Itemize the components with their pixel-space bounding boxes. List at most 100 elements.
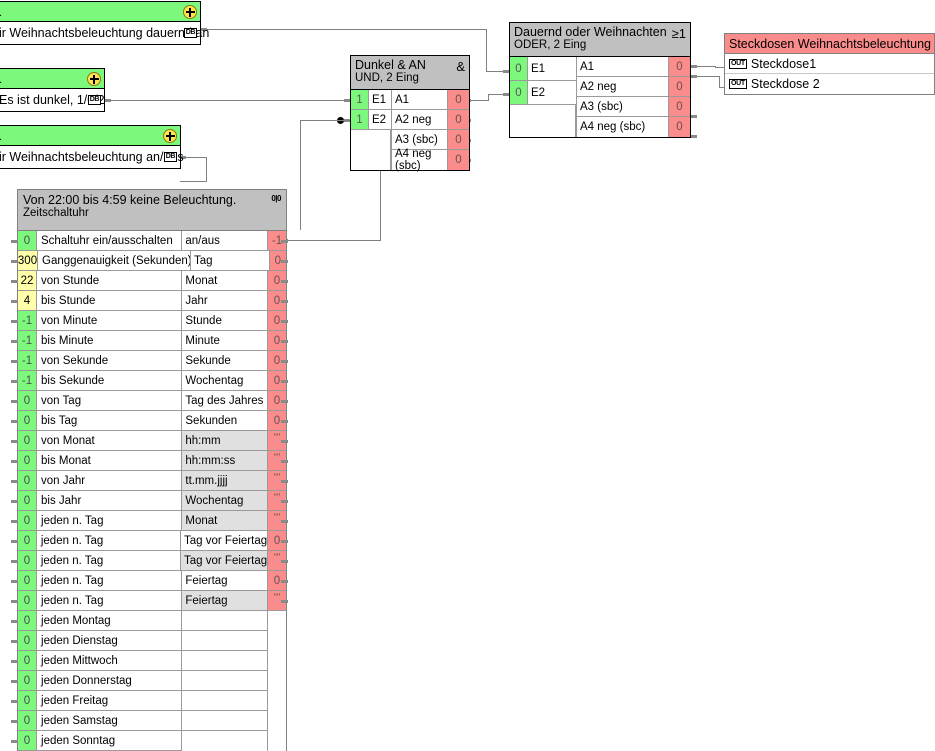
gate-input-row[interactable]: 1 E1 [351, 90, 391, 110]
timer-row[interactable]: -1 von Sekunde Sekunde 0 [18, 351, 286, 371]
timer-input-value[interactable]: 0 [18, 691, 38, 711]
timer-row[interactable]: -1 von Minute Stunde 0 [18, 311, 286, 331]
timer-input-value[interactable]: 0 [18, 451, 38, 471]
timer-input-value[interactable]: 300 [18, 251, 38, 271]
output-label: A4 neg (sbc) [576, 117, 668, 137]
db-badge: DB [163, 152, 177, 162]
timer-input-label: bis Tag [37, 411, 182, 431]
timer-row[interactable]: 300 Ganggenauigkeit (Sekunden) Tag 0 [18, 251, 286, 271]
timer-input-value[interactable]: 0 [18, 491, 38, 511]
timer-input-value[interactable]: 0 [18, 551, 37, 571]
timer-input-value[interactable]: 0 [18, 651, 38, 671]
timer-output-stub [281, 540, 288, 543]
timer-input-label: jeden Donnerstag [37, 671, 182, 691]
gate-input-row[interactable]: 0 E2 [510, 81, 576, 105]
io-body[interactable]: Es ist dunkel, 1/0/2 DB [0, 89, 105, 111]
timer-output-label: Tag vor Feiertag [180, 551, 268, 571]
timer-input-value[interactable]: 0 [18, 431, 38, 451]
timer-row[interactable]: 0 jeden n. Tag Feiertag 0 [18, 571, 286, 591]
timer-input-stub [11, 640, 18, 643]
timer-output-value: 0 [266, 311, 286, 331]
timer-input-value[interactable]: 4 [18, 291, 38, 311]
timer-input-value[interactable]: 0 [18, 531, 37, 551]
timer-output-stub [281, 280, 288, 283]
gate-input-row[interactable]: 0 E1 [510, 57, 576, 81]
timer-row[interactable]: 0 jeden n. Tag Tag vor Feiertag "" [18, 551, 286, 571]
and-gate-block[interactable]: Dunkel & AN UND, 2 Eing & 1 E1 1 E2 A1 [350, 55, 470, 172]
timer-output-value: "" [266, 451, 286, 471]
timer-input-value[interactable]: 0 [18, 611, 38, 631]
input-value: 1 [351, 90, 369, 110]
io-body[interactable]: ir Weihnachtsbeleuchtung dauernd an DB [0, 22, 209, 44]
wire-stub-or-a1 [690, 65, 697, 68]
timer-output-value: "" [267, 551, 286, 571]
timer-input-value[interactable]: 0 [18, 471, 38, 491]
timer-row[interactable]: 0 Schaltuhr ein/ausschalten an/aus -1 [18, 231, 286, 251]
timer-input-label: jeden Freitag [37, 691, 182, 711]
gate-input-row[interactable]: 1 E2 [351, 110, 391, 130]
timer-row[interactable]: 0 bis Tag Sekunden 0 [18, 411, 286, 431]
timer-input-value[interactable]: -1 [18, 331, 38, 351]
timer-input-value[interactable]: -1 [18, 371, 38, 391]
plus-circle-icon[interactable] [183, 5, 197, 19]
timer-input-value[interactable]: -1 [18, 351, 38, 371]
timer-row[interactable]: 0 jeden n. Tag Monat "" [18, 511, 286, 531]
io-dot-label: . [0, 132, 2, 143]
output-block-steckdosen[interactable]: Steckdosen Weihnachtsbeleuchtung OUT Ste… [724, 33, 935, 95]
timer-input-value[interactable]: 0 [18, 231, 38, 251]
plus-circle-icon[interactable] [163, 129, 177, 143]
timer-row[interactable]: 0 jeden Sonntag [18, 731, 286, 751]
input-label: E1 [369, 90, 391, 110]
io-block-dauernd-an[interactable]: . ir Weihnachtsbeleuchtung dauernd an DB [0, 1, 209, 45]
timer-output-value: "" [266, 431, 286, 451]
timer-row[interactable]: 0 jeden n. Tag Feiertag "" [18, 591, 286, 611]
io-block-an-aus[interactable]: . ir Weihnachtsbeleuchtung an/aus DB [0, 125, 184, 169]
timer-row[interactable]: 0 von Monat hh:mm "" [18, 431, 286, 451]
timer-row[interactable]: 4 bis Stunde Jahr 0 [18, 291, 286, 311]
timer-row[interactable]: -1 bis Minute Minute 0 [18, 331, 286, 351]
timer-row[interactable]: 0 bis Monat hh:mm:ss "" [18, 451, 286, 471]
timer-row[interactable]: -1 bis Sekunde Wochentag 0 [18, 371, 286, 391]
output-value: 0 [668, 57, 690, 77]
plus-circle-icon[interactable] [87, 72, 101, 86]
wire-stub-or-e2 [503, 93, 510, 96]
io-header: . [0, 69, 104, 89]
timer-input-value[interactable]: 0 [18, 711, 38, 731]
timer-input-value[interactable]: 0 [18, 631, 38, 651]
timer-row[interactable]: 0 jeden Dienstag [18, 631, 286, 651]
timer-input-value[interactable]: 0 [18, 391, 38, 411]
timer-row[interactable]: 22 von Stunde Monat 0 [18, 271, 286, 291]
db-badge: DB [183, 28, 197, 38]
output-label: A1 [576, 57, 668, 77]
timer-input-stub [11, 260, 18, 263]
timer-row[interactable]: 0 bis Jahr Wochentag "" [18, 491, 286, 511]
timer-row[interactable]: 0 jeden Freitag [18, 691, 286, 711]
timer-input-value[interactable]: -1 [18, 311, 38, 331]
timer-row[interactable]: 0 von Jahr tt.mm.jjjj "" [18, 471, 286, 491]
timer-input-value[interactable]: 0 [18, 571, 38, 591]
timer-row[interactable]: 0 jeden Samstag [18, 711, 286, 731]
timer-input-value[interactable]: 0 [18, 671, 38, 691]
timer-input-value[interactable]: 0 [18, 591, 38, 611]
timer-block-zeitschaltuhr[interactable]: Von 22:00 bis 4:59 keine Beleuchtung. Ze… [17, 189, 287, 751]
timer-input-value[interactable]: 0 [18, 411, 38, 431]
timer-row[interactable]: 0 jeden Montag [18, 611, 286, 631]
io-body[interactable]: ir Weihnachtsbeleuchtung an/aus DB [0, 146, 184, 168]
io-block-es-ist-dunkel[interactable]: . Es ist dunkel, 1/0/2 DB [0, 68, 105, 112]
timer-row[interactable]: 0 von Tag Tag des Jahres 0 [18, 391, 286, 411]
timer-input-value[interactable]: 0 [18, 511, 38, 531]
timer-input-stub [11, 280, 18, 283]
timer-row[interactable]: 0 jeden n. Tag Tag vor Feiertag 0 [18, 531, 286, 551]
timer-subtitle: Zeitschaltuhr [23, 207, 89, 219]
timer-row[interactable]: 0 jeden Donnerstag [18, 671, 286, 691]
timer-row[interactable]: 0 jeden Mittwoch [18, 651, 286, 671]
or-gate-inputs: 0 E1 0 E2 [510, 57, 576, 137]
timer-input-value[interactable]: 0 [18, 731, 38, 751]
timer-input-value[interactable]: 22 [18, 271, 38, 291]
output-row-steckdose1[interactable]: OUT Steckdose1 [725, 54, 934, 74]
timer-output-value: 0 [268, 251, 286, 271]
timer-input-stub [11, 600, 18, 603]
output-row-steckdose2[interactable]: OUT Steckdose 2 [725, 74, 934, 94]
or-gate-block[interactable]: Dauernd oder Weihnachten ODER, 2 Eing ≥1… [509, 22, 691, 138]
timer-output-label: Jahr [181, 291, 267, 311]
